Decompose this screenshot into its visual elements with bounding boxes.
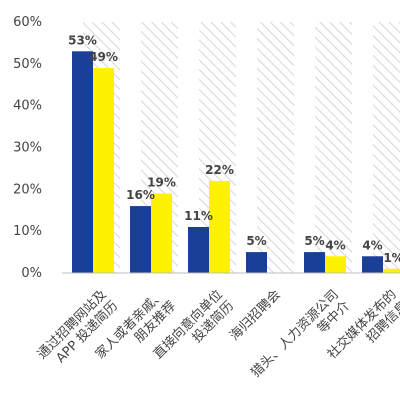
hatch-background — [83, 22, 400, 273]
bar-s1-c5 — [383, 268, 400, 273]
y-tick-label: 10% — [13, 224, 42, 239]
bar-s1-c4 — [325, 256, 346, 273]
data-label-s1-c0: 49% — [89, 50, 118, 64]
bar-s1-c0 — [93, 68, 114, 274]
y-tick-label: 20% — [13, 182, 42, 197]
category-label-3: 海归招聘会 — [227, 287, 284, 344]
category-label-line: 海归招聘会 — [227, 287, 284, 344]
y-tick-label: 50% — [13, 57, 42, 72]
y-axis-ticks: 0% 10% 20% 30% 40% 50% 60% — [13, 15, 42, 281]
data-label-s0-c4: 5% — [304, 234, 324, 248]
data-label-s1-c2: 22% — [205, 163, 234, 177]
y-tick-label: 60% — [13, 15, 42, 30]
hatch-strip-3 — [257, 22, 294, 273]
bar-s0-c2 — [188, 226, 209, 273]
data-label-s0-c5: 4% — [362, 238, 382, 252]
y-tick-label: 40% — [13, 99, 42, 114]
bar-s1-c1 — [151, 193, 172, 273]
bar-s1-c2 — [209, 180, 230, 273]
y-tick-label: 30% — [13, 141, 42, 156]
bars — [72, 51, 400, 274]
data-label-s1-c1: 19% — [147, 176, 176, 190]
bar-s0-c5 — [362, 256, 383, 273]
hatch-strip-4 — [315, 22, 352, 273]
data-label-s0-c0: 53% — [68, 33, 97, 47]
bar-s0-c1 — [130, 206, 151, 273]
data-label-s0-c1: 16% — [126, 188, 155, 202]
data-label-s1-c5: 1% — [383, 251, 400, 265]
bar-s0-c0 — [72, 51, 93, 274]
data-labels: 53%16%11%5%5%4%49%19%22%4%1% — [68, 33, 400, 265]
hatch-strip-5 — [373, 22, 400, 273]
y-tick-label: 0% — [21, 266, 42, 281]
bar-s0-c3 — [246, 252, 267, 273]
data-label-s1-c4: 4% — [325, 238, 345, 252]
bar-s0-c4 — [304, 252, 325, 273]
data-label-s0-c2: 11% — [184, 209, 213, 223]
data-label-s0-c3: 5% — [246, 234, 266, 248]
